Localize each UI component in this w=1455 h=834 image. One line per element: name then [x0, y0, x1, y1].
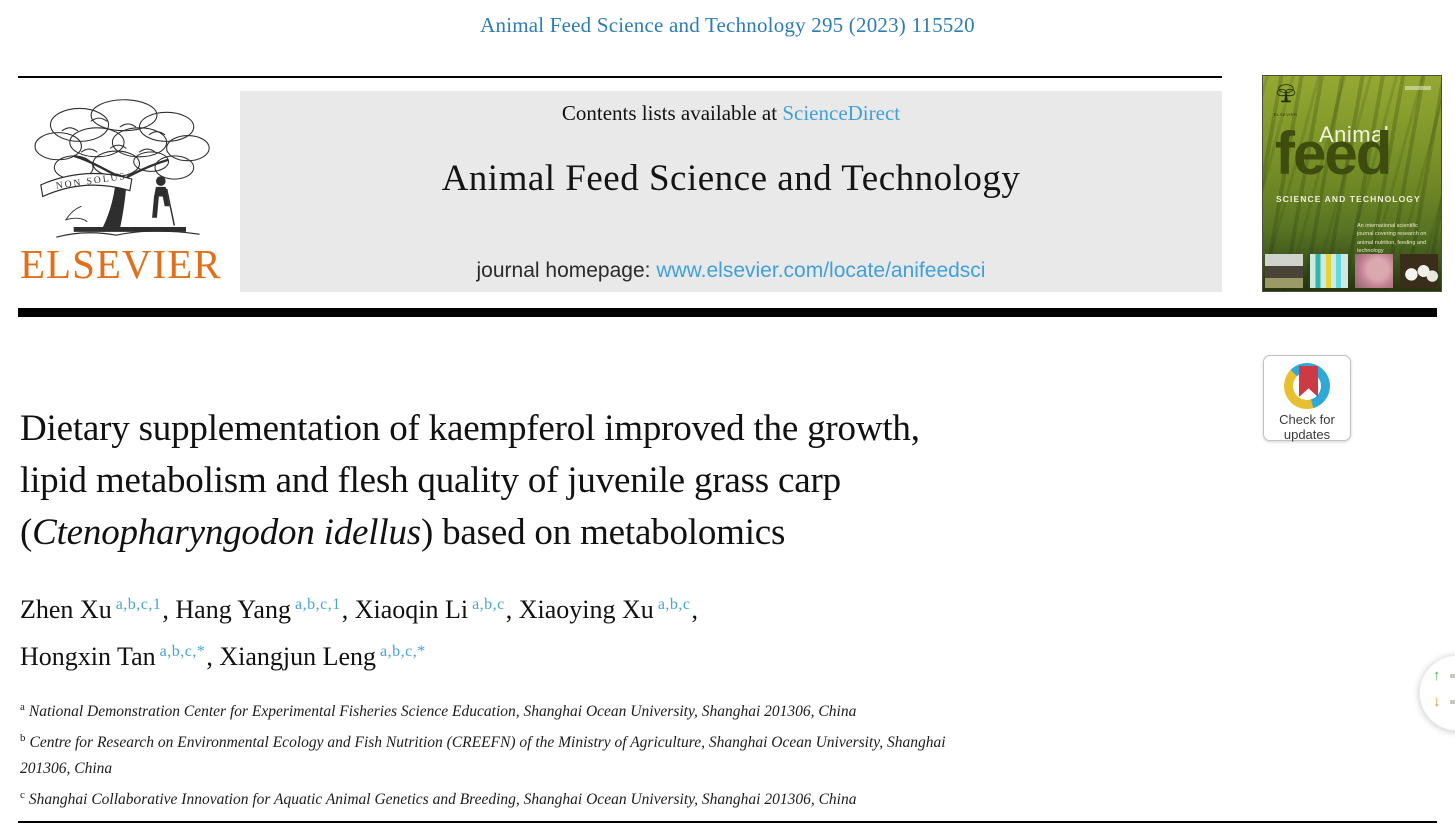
title-line3-rest: ) based on metabolomics [420, 512, 786, 553]
widget-text-fragment [1450, 674, 1455, 678]
article-title: Dietary supplementation of kaempferol im… [20, 403, 1240, 559]
thumbnail-cattle-photo [1265, 254, 1303, 288]
thumbnail-chickens-photo [1400, 254, 1438, 288]
author-sup: a,b,c,1 [115, 596, 162, 613]
crossmark-bookmark-icon [1299, 366, 1318, 397]
homepage-prefix: journal homepage: [476, 259, 657, 282]
elsevier-wordmark: ELSEVIER [20, 241, 222, 287]
author-line-2: Hongxin Tan a,b,c,*, Xiangjun Leng a,b,c,* [20, 631, 1240, 678]
widget-up-arrow-icon[interactable]: ↑ [1433, 667, 1441, 684]
check-updates-line1: Check for [1279, 412, 1335, 427]
author-name: Xiaoying Xu [518, 595, 654, 624]
cover-brand-animal: Animal [1319, 122, 1390, 147]
check-updates-label: Check for updates [1264, 412, 1350, 442]
author-sup: a,b,c,1 [294, 596, 341, 613]
affiliation-text: National Demonstration Center for Experi… [28, 703, 857, 720]
article-title-line2: lipid metabolism and flesh quality of ju… [20, 460, 841, 501]
author-name: Hang Yang [175, 595, 291, 624]
author-sup: a,b,c [472, 596, 505, 613]
citation-widget[interactable]: ↑ ↓ [1419, 655, 1455, 731]
title-paren-open: ( [20, 512, 33, 553]
bottom-rule [18, 821, 1437, 823]
widget-text-fragment [1450, 700, 1455, 704]
affiliation-sup: a [20, 701, 25, 713]
species-name-italic: Ctenopharyngodon idellus [32, 512, 421, 553]
author-sep: , [341, 595, 355, 624]
cover-mini-tree-icon [1276, 84, 1295, 103]
author-sep: , [162, 595, 176, 624]
contents-prefix: Contents lists available at [561, 101, 783, 125]
article-title-line3: (Ctenopharyngodon idellus) based on meta… [20, 507, 1240, 559]
contents-line: Contents lists available at ScienceDirec… [240, 101, 1222, 126]
author-name: Xiaoqin Li [354, 595, 469, 624]
affiliation-sup: b [20, 732, 26, 744]
cover-tagline: An international scientific journal cove… [1357, 223, 1427, 254]
masthead-box: Contents lists available at ScienceDirec… [240, 91, 1222, 292]
affiliation-b: b Centre for Research on Environmental Ec… [20, 725, 1340, 782]
masthead-divider-bar [18, 308, 1437, 317]
affiliation-c: c Shanghai Collaborative Innovation for A… [20, 782, 1340, 813]
author-sup: a,b,c,* [159, 643, 206, 660]
masthead-journal-title: Animal Feed Science and Technology [441, 158, 1021, 199]
top-rule [18, 76, 1222, 78]
author-sup: a,b,c,* [380, 643, 426, 660]
affiliation-a: a National Demonstration Center for Exper… [20, 694, 1340, 725]
sciencedirect-link[interactable]: ScienceDirect [782, 101, 901, 125]
author-list: Zhen Xu a,b,c,1, Hang Yang a,b,c,1, Xiaoqi… [20, 584, 1240, 678]
elsevier-tree-icon: NON SOLUS [34, 99, 210, 238]
affiliation-text: Centre for Research on Environmental Eco… [29, 734, 946, 751]
cover-issn-text [1405, 86, 1431, 90]
cover-brand-subtitle: SCIENCE AND TECHNOLOGY [1276, 194, 1421, 204]
cover-brand-feed: feed [1275, 120, 1392, 187]
affiliation-b-continued: 201306, China [20, 760, 113, 777]
cover-thumbnails [1265, 254, 1441, 288]
affiliation-sup: c [20, 789, 25, 801]
check-for-updates-badge[interactable]: Check for updates [1263, 355, 1351, 442]
homepage-line: journal homepage: www.elsevier.com/locat… [240, 259, 1222, 283]
crossmark-icon [1284, 363, 1330, 409]
author-name: Hongxin Tan [20, 642, 156, 671]
cover-mini-logo: ELSEVIER [1274, 83, 1298, 117]
cover-mini-wordmark: ELSEVIER [1274, 112, 1298, 117]
author-line-1: Zhen Xu a,b,c,1, Hang Yang a,b,c,1, Xiaoqi… [20, 584, 1240, 631]
affiliation-text: Shanghai Collaborative Innovation for Aq… [28, 791, 857, 808]
author-sep: , [206, 642, 220, 671]
thumbnail-testtubes-photo [1310, 254, 1348, 288]
check-updates-line2: updates [1283, 427, 1331, 442]
author-sep: , [505, 595, 519, 624]
article-title-line1: Dietary supplementation of kaempferol im… [20, 408, 920, 449]
author-name: Zhen Xu [20, 595, 112, 624]
elsevier-logo: NON SOLUS ELSEVIER [20, 92, 233, 292]
homepage-url-link[interactable]: www.elsevier.com/locate/anifeedsci [656, 259, 986, 282]
affiliation-list: a National Demonstration Center for Exper… [20, 694, 1340, 813]
author-sep: , [691, 595, 699, 624]
author-name: Xiangjun Leng [219, 642, 377, 671]
journal-cover: ELSEVIER Animal feed SCIENCE AND TECHNOL… [1262, 75, 1442, 292]
thumbnail-pig-photo [1355, 254, 1393, 288]
widget-down-arrow-icon[interactable]: ↓ [1433, 693, 1441, 710]
page-citation-header: Animal Feed Science and Technology 295 (… [480, 13, 975, 37]
author-sup: a,b,c [657, 596, 691, 613]
